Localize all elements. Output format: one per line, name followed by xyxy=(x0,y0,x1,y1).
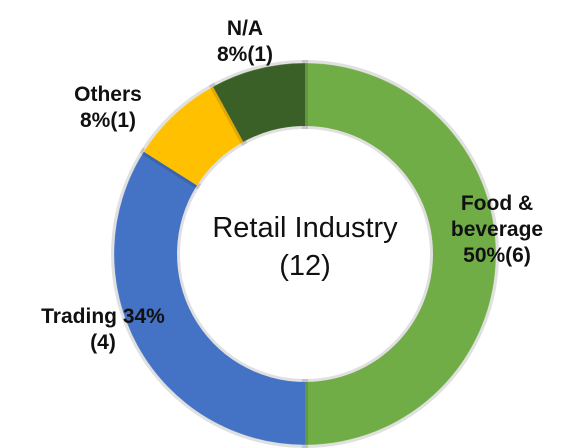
slice-label: Trading 34% (4) xyxy=(18,304,188,356)
donut-slice xyxy=(139,82,248,190)
count-label: (1) xyxy=(110,109,137,132)
value-label: 50% xyxy=(463,244,506,267)
donut-outline xyxy=(113,62,497,446)
slice-label: N/A 8%(1) xyxy=(195,16,295,68)
category-label: Trading xyxy=(41,305,117,328)
category-label: N/A xyxy=(226,17,264,40)
value-label: 8% xyxy=(216,43,248,66)
slice-label: Food & beverage 50%(6) xyxy=(441,191,553,269)
donut-slice xyxy=(208,59,308,146)
slice-label: Others 8%(1) xyxy=(58,82,158,134)
count-label: (4) xyxy=(90,331,116,354)
center-label: (12) xyxy=(279,250,331,282)
chart-title: Retail Industry xyxy=(212,212,398,244)
value-label: 8% xyxy=(79,109,111,132)
value-label: 34% xyxy=(122,305,165,328)
count-label: (1) xyxy=(247,43,274,66)
donut-slice xyxy=(111,147,308,448)
category-label: Others xyxy=(74,83,142,106)
count-label: (6) xyxy=(505,244,531,267)
donut-slice xyxy=(302,59,499,448)
category-label: Food & beverage xyxy=(450,192,544,241)
